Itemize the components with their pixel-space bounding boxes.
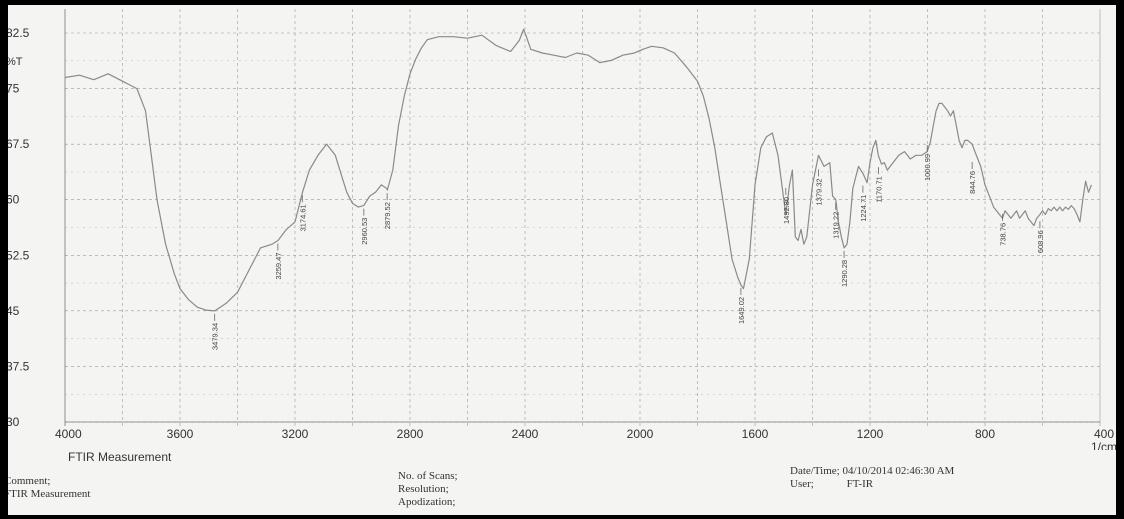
x-tick-label: 800: [975, 427, 995, 441]
peak-label: 608.96: [1036, 230, 1045, 253]
ftir-spectrum-chart: 30 37.5 45 52.5 60 67.5 75 82.5 4000 3600 3200 280…: [8, 9, 1116, 450]
peak-label: 1379.32: [814, 178, 823, 205]
x-tick-label: 4000: [55, 427, 82, 441]
user-value: FT-IR: [846, 478, 874, 490]
y-tick-label: 60: [8, 193, 20, 207]
y-tick-label: 75: [8, 82, 20, 96]
x-tick-label: 3600: [167, 427, 194, 441]
x-tick-label: 2800: [397, 427, 424, 441]
peak-label: 1319.22: [832, 212, 841, 239]
peak-label: 844.76: [968, 171, 977, 194]
peak-label: 1492.80: [782, 197, 791, 224]
x-tick-label: 2000: [627, 427, 654, 441]
user-label: User;: [790, 478, 814, 490]
peak-label: 1170.71: [874, 176, 883, 203]
datetime-user-block: Date/Time; 04/10/2014 02:46:30 AM User; …: [790, 465, 954, 491]
resolution-label: Resolution;: [398, 483, 449, 495]
comment-value: FTIR Measurement: [8, 488, 91, 500]
chart-paper: 30 37.5 45 52.5 60 67.5 75 82.5 4000 3600 3200 280…: [8, 5, 1116, 515]
peak-labels: 3479.34 3259.47 3174.61 2960.53 2879.52 1649.…: [211, 144, 1045, 350]
y-tick-label: 37.5: [8, 359, 30, 373]
comment-block: Comment; FTIR Measurement: [8, 475, 90, 501]
peak-label: 2960.53: [360, 218, 369, 245]
y-axis-ticks: 30 37.5 45 52.5 60 67.5 75 82.5: [8, 26, 30, 429]
peak-label: 2879.52: [383, 202, 392, 229]
y-tick-label: 45: [8, 304, 20, 318]
peak-label: 3174.61: [298, 204, 307, 231]
y-tick-label: 82.5: [8, 26, 30, 40]
scans-label: No. of Scans;: [398, 470, 458, 482]
y-tick-label: 67.5: [8, 137, 30, 151]
peak-label: 1000.99: [923, 154, 932, 181]
y-tick-label: 52.5: [8, 248, 30, 262]
x-axis-ticks: 4000 3600 3200 2800 2400 2000 1600 1200 800 400: [55, 427, 1114, 441]
y-axis-label: %T: [8, 56, 23, 68]
peak-label: 3479.34: [211, 323, 220, 350]
peak-label: 1290.28: [840, 260, 849, 287]
x-axis-unit-label: 1/cm: [1091, 440, 1116, 450]
y-tick-label: 30: [8, 415, 20, 429]
x-tick-label: 1200: [857, 427, 884, 441]
apodization-label: Apodization;: [398, 496, 456, 508]
spectrum-line: [64, 28, 1092, 312]
peak-label: 1224.71: [859, 195, 868, 222]
x-tick-label: 3200: [282, 427, 309, 441]
scan-params-block: No. of Scans; Resolution; Apodization;: [398, 470, 458, 509]
x-tick-label: 400: [1094, 427, 1114, 441]
grid-lines: [64, 9, 1101, 426]
datetime-value: 04/10/2014 02:46:30 AM: [842, 465, 955, 477]
datetime-label: Date/Time;: [790, 465, 840, 477]
peak-label: 3259.47: [274, 252, 283, 279]
comment-label: Comment;: [8, 475, 51, 487]
x-axis-caption: FTIR Measurement: [68, 450, 172, 464]
x-tick-label: 2400: [512, 427, 539, 441]
peak-label: 1649.02: [737, 297, 746, 324]
x-tick-label: 1600: [742, 427, 769, 441]
peak-label: 738.76: [999, 223, 1008, 246]
